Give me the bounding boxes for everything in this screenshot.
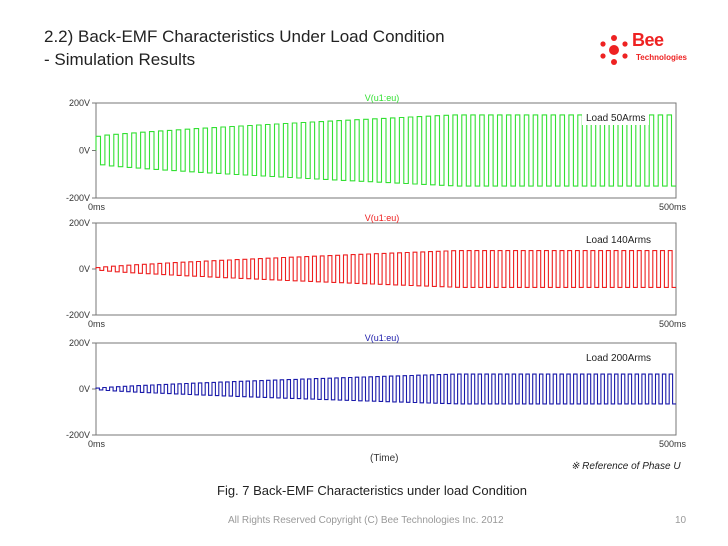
slide-title-line-2: - Simulation Results — [44, 50, 196, 69]
phase-reference-note: ※ Reference of Phase U — [571, 461, 681, 472]
series-line — [95, 114, 676, 187]
y-tick-label: 0V — [79, 384, 90, 394]
x-tick-label: 0ms — [88, 319, 106, 329]
slide-title-line-1: 2.2) Back-EMF Characteristics Under Load… — [44, 27, 445, 46]
copyright-footer: All Rights Reserved Copyright (C) Bee Te… — [228, 515, 504, 526]
trace-title: V(u1:eu) — [365, 213, 400, 223]
y-tick-label: 200V — [69, 218, 90, 228]
figure-caption: Fig. 7 Back-EMF Characteristics under lo… — [217, 483, 527, 498]
load-legend: Load 140Arms — [582, 234, 656, 247]
x-axis-title: (Time) — [370, 453, 399, 464]
x-tick-label: 0ms — [88, 439, 106, 449]
x-tick-label: 0ms — [88, 202, 106, 212]
logo-subtext: Technologies — [636, 53, 687, 62]
bee-logo-icon — [600, 35, 628, 65]
y-tick-label: -200V — [66, 310, 90, 320]
trace-title: V(u1:eu) — [365, 93, 400, 103]
x-tick-label: 500ms — [659, 319, 687, 329]
load-legend: Load 50Arms — [582, 112, 650, 125]
trace-title: V(u1:eu) — [365, 333, 400, 343]
y-tick-label: 0V — [79, 264, 90, 274]
y-tick-label: 200V — [69, 98, 90, 108]
logo-text: Bee — [632, 30, 664, 50]
x-tick-label: 500ms — [659, 202, 687, 212]
x-tick-label: 500ms — [659, 439, 687, 449]
y-tick-label: -200V — [66, 430, 90, 440]
series-line — [95, 250, 676, 288]
load-legend: Load 200Arms — [582, 352, 656, 365]
series-line — [95, 373, 676, 405]
y-tick-label: -200V — [66, 193, 90, 203]
y-tick-label: 0V — [79, 146, 90, 156]
y-tick-label: 200V — [69, 338, 90, 348]
page-number: 10 — [675, 515, 687, 526]
